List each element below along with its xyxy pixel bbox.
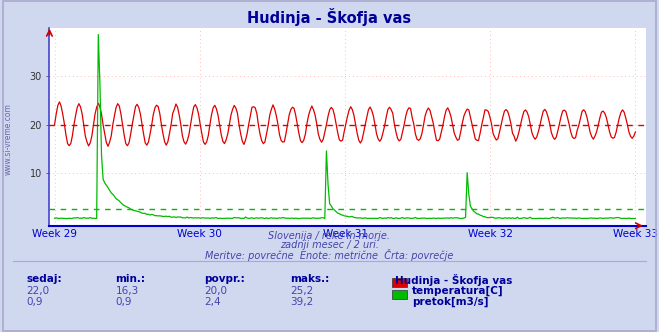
- Text: temperatura[C]: temperatura[C]: [412, 286, 503, 296]
- Text: 39,2: 39,2: [290, 297, 313, 307]
- Text: 20,0: 20,0: [204, 286, 227, 295]
- Text: 25,2: 25,2: [290, 286, 313, 295]
- Text: Slovenija / reke in morje.: Slovenija / reke in morje.: [268, 231, 391, 241]
- Text: www.si-vreme.com: www.si-vreme.com: [4, 104, 13, 175]
- Text: 16,3: 16,3: [115, 286, 138, 295]
- Text: zadnji mesec / 2 uri.: zadnji mesec / 2 uri.: [280, 240, 379, 250]
- Text: Hudinja - Škofja vas: Hudinja - Škofja vas: [247, 8, 412, 26]
- Text: 2,4: 2,4: [204, 297, 221, 307]
- Text: 0,9: 0,9: [115, 297, 132, 307]
- Text: min.:: min.:: [115, 274, 146, 284]
- Text: sedaj:: sedaj:: [26, 274, 62, 284]
- Text: Hudinja - Škofja vas: Hudinja - Škofja vas: [395, 274, 513, 286]
- Text: povpr.:: povpr.:: [204, 274, 245, 284]
- Text: 22,0: 22,0: [26, 286, 49, 295]
- Text: maks.:: maks.:: [290, 274, 330, 284]
- Text: Meritve: povrečne  Enote: metrične  Črta: povrečje: Meritve: povrečne Enote: metrične Črta: …: [206, 249, 453, 261]
- Text: pretok[m3/s]: pretok[m3/s]: [412, 297, 488, 307]
- Text: 0,9: 0,9: [26, 297, 43, 307]
